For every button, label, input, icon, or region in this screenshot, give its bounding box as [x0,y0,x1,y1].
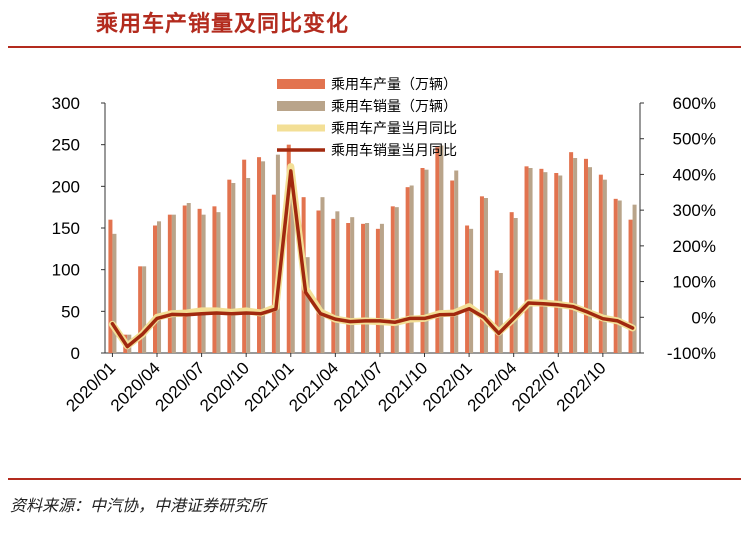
production-bar [182,205,187,353]
y-right-tick-label: 400% [673,165,716,184]
y-left-tick-label: 0 [71,344,80,363]
sales-bar [335,211,340,353]
production-bar [405,187,410,353]
production-bar [554,173,559,353]
production-bar [138,266,143,353]
production-bar [539,168,544,353]
sales-bar [587,167,592,353]
y-right-tick-label: 100% [673,273,716,292]
sales-bar [439,145,444,353]
sales-bar [216,212,221,353]
production-bar [167,214,172,353]
production-bar [598,174,603,353]
sales-bar [469,228,474,353]
sales-bar [409,185,414,353]
production-bar [420,168,425,353]
sales-bar [186,203,191,353]
y-right-tick-label: 300% [673,201,716,220]
footer-divider [8,478,741,480]
source-note: 资料来源：中汽协，中港证券研究所 [10,496,267,515]
sales-bar [379,223,384,353]
production-bar [583,158,588,353]
production-bar [242,159,247,353]
sales-bar [528,168,533,353]
production-bar [331,218,336,353]
production-bar [346,223,351,353]
production-bar [271,194,276,353]
production-bar [479,196,484,353]
legend-label: 乘用车销量（万辆） [331,98,457,115]
sales-bar [305,257,310,353]
production-bar [153,225,158,353]
y-right-tick-label: 200% [673,237,716,256]
sales-bar [142,266,147,353]
sales-yoy-line [110,169,635,349]
production-bar [390,206,395,353]
sales-bar [365,223,370,353]
sales-bar [320,197,325,353]
production-bar [450,180,455,353]
legend-label: 乘用车销量当月同比 [331,142,457,159]
y-left-tick-label: 150 [52,219,80,238]
sales-bar [157,221,162,353]
legend-label: 乘用车产量（万辆） [331,76,457,93]
sales-bar [573,158,578,353]
y-left-tick-label: 100 [52,261,80,280]
sales-bar [513,218,518,353]
production-bar [435,147,440,353]
production-bar [286,144,291,353]
production-bar [316,210,321,353]
production-bar [569,152,574,353]
sales-bar [617,200,622,353]
sales-bar [558,175,563,353]
sales-bar [454,170,459,353]
production-bar [375,228,380,353]
sales-bar [394,207,399,353]
y-left-tick-label: 200 [52,177,80,196]
y-left-tick-label: 250 [52,136,80,155]
legend-swatch [277,79,325,89]
sales-bar [632,204,637,353]
title-divider [8,46,741,48]
y-right-tick-label: -100% [667,344,716,363]
production-bar [509,212,514,353]
sales-bar [350,217,355,353]
production-bar [227,179,232,353]
x-tick-label: 2022/10 [553,358,610,415]
y-left-tick-label: 300 [52,94,80,113]
production-bar [212,206,217,353]
sales-bar [543,172,548,353]
sales-bar [275,154,280,353]
sales-bar [201,214,206,353]
production-bar [361,223,366,353]
production-sales-chart: 0 50 100 150 200 250 300 -100% 0% 100% 200% 300% 400… [52,76,716,415]
production-bar [197,208,202,353]
y-right-tick-label: 500% [673,130,716,149]
production-bar [628,219,633,353]
sales-bar [290,183,295,353]
sales-bar [246,178,251,353]
legend-swatch [277,101,325,111]
y-right-tick-label: 600% [673,94,716,113]
production-bar [494,270,499,353]
sales-bar [261,161,266,353]
legend-label: 乘用车产量当月同比 [331,120,457,137]
y-left-tick-label: 50 [61,302,80,321]
y-right-tick-label: 0% [691,308,716,327]
production-bar [524,166,529,353]
production-bar [108,219,113,353]
sales-bar [231,183,236,353]
sales-bar [424,169,429,353]
sales-bar [498,273,503,353]
sales-bar [171,214,176,353]
sales-bar [112,233,117,353]
production-bar [613,198,618,353]
sales-bar [602,179,607,353]
sales-bar [483,198,488,353]
production-bar [465,225,470,353]
page-title: 乘用车产销量及同比变化 [96,11,350,37]
production-bar [257,157,262,353]
